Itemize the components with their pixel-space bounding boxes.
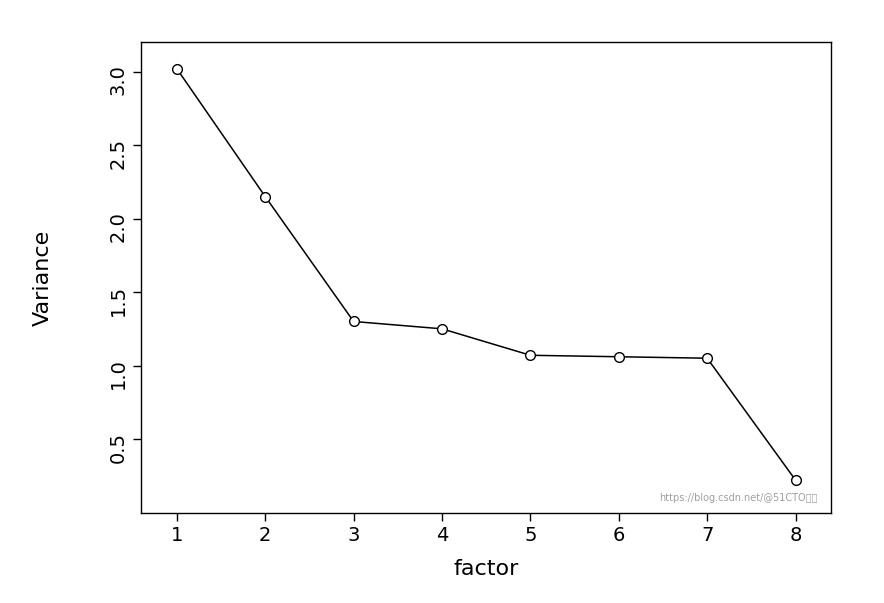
Text: https://blog.csdn.net/@51CTO博客: https://blog.csdn.net/@51CTO博客 bbox=[659, 493, 817, 503]
X-axis label: factor: factor bbox=[453, 560, 519, 579]
Y-axis label: Variance: Variance bbox=[33, 229, 53, 326]
